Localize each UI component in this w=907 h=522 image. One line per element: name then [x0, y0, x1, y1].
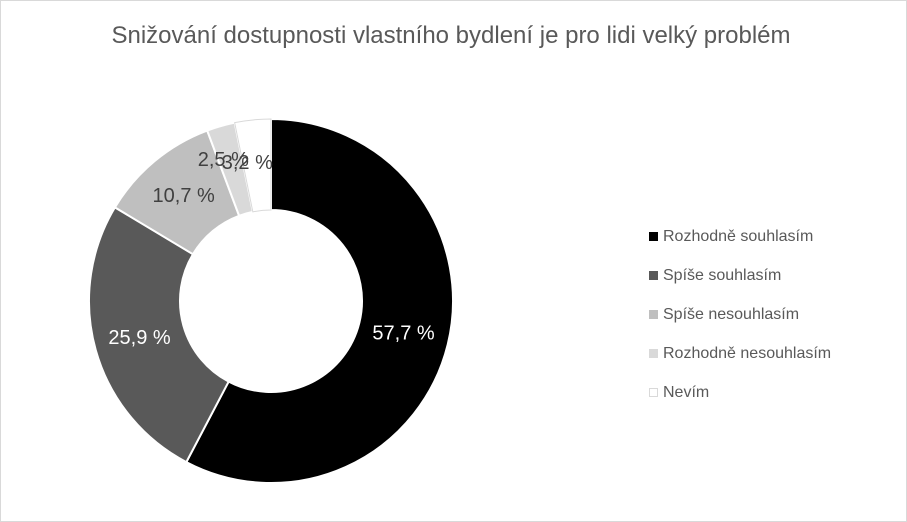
legend-swatch: [649, 349, 658, 358]
legend-label: Spíše nesouhlasím: [663, 305, 800, 323]
legend-swatch: [649, 232, 658, 241]
legend-item: Rozhodně nesouhlasím: [649, 334, 831, 373]
legend-item: Spíše nesouhlasím: [649, 295, 831, 334]
data-label-5: 3,2 %: [222, 152, 273, 174]
data-label-1: 57,7 %: [372, 323, 434, 345]
donut-data-labels: 57,7 % 25,9 % 10,7 % 2,5 %3,2 %: [108, 149, 434, 349]
legend-label: Nevím: [663, 383, 710, 401]
data-label-4: 2,5 %: [198, 149, 249, 171]
donut-slice-2: [88, 205, 231, 464]
legend-swatch: [649, 271, 658, 280]
legend-label: Rozhodně souhlasím: [663, 227, 814, 245]
data-label-2: 25,9 %: [108, 327, 170, 349]
legend-label: Rozhodně nesouhlasím: [663, 344, 832, 362]
donut-slice-1: [184, 117, 454, 484]
legend-label: Spíše souhlasím: [663, 266, 782, 284]
legend-swatch: [649, 388, 658, 397]
legend-swatch: [649, 310, 658, 319]
chart-title: Snižování dostupnosti vlastního bydlení …: [111, 22, 791, 49]
data-label-3: 10,7 %: [153, 185, 215, 207]
legend: Rozhodně souhlasím Spíše souhlasím Spíše n…: [649, 217, 831, 412]
donut-slice-5: [234, 118, 272, 213]
legend-item: Nevím: [649, 373, 831, 412]
legend-item: Spíše souhlasím: [649, 256, 831, 295]
donut-slices: [88, 117, 454, 484]
legend-item: Rozhodně souhlasím: [649, 217, 831, 256]
